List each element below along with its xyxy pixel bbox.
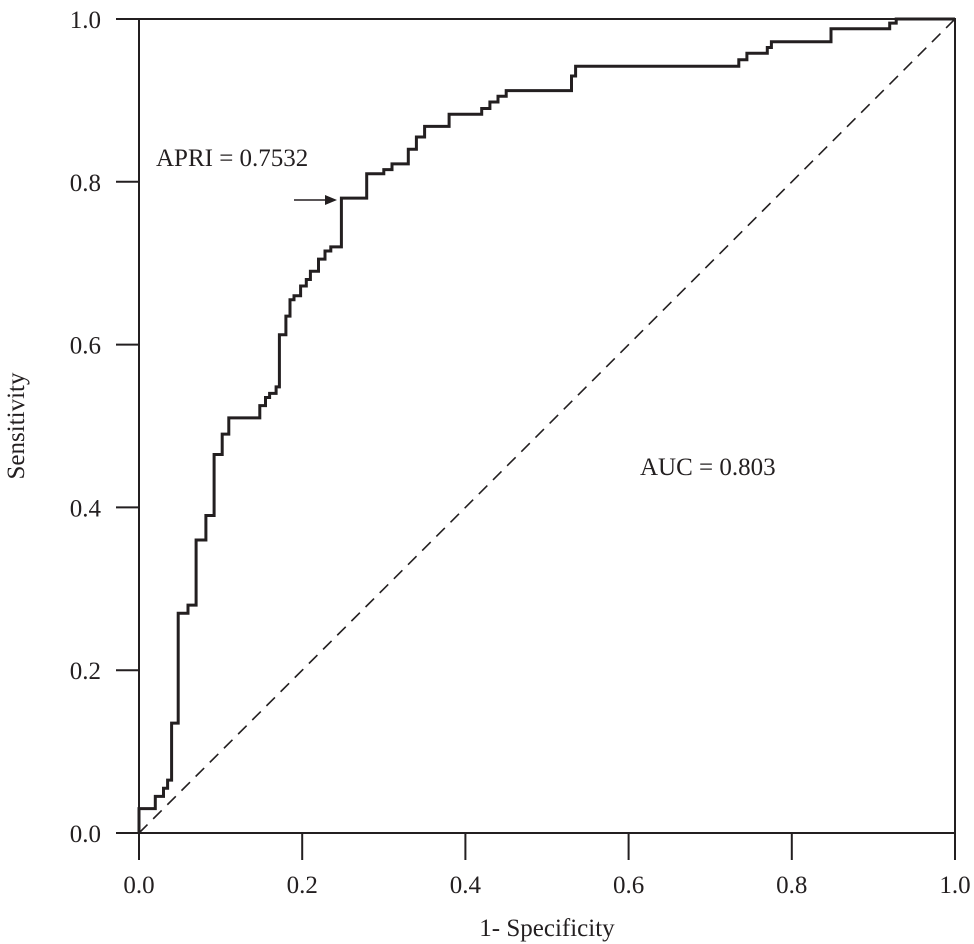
x-tick-label: 0.6: [613, 872, 644, 899]
cutoff-annotation: APRI = 0.7532: [156, 145, 308, 172]
plot-frame: [138, 18, 956, 834]
y-axis: 0.0 0.2 0.4 0.6 0.8 1.0: [70, 7, 139, 848]
reference-diagonal-line: [138, 18, 956, 834]
x-axis-title: 1- Specificity: [479, 915, 615, 942]
x-tick-label: 0.4: [450, 872, 482, 899]
x-tick-label: 1.0: [939, 872, 970, 899]
x-tick-label: 0.8: [776, 872, 807, 899]
auc-annotation: AUC = 0.803: [640, 454, 776, 481]
y-tick-label: 0.0: [70, 821, 101, 848]
x-axis: 0.0 0.2 0.4 0.6 0.8 1.0: [123, 833, 971, 899]
y-tick-label: 0.4: [70, 495, 102, 522]
y-tick-label: 0.8: [70, 170, 101, 197]
y-tick-label: 1.0: [70, 7, 101, 34]
x-tick-label: 0.0: [123, 872, 154, 899]
x-tick-label: 0.2: [287, 872, 318, 899]
y-tick-label: 0.6: [70, 333, 101, 360]
y-axis-title: Sensitivity: [3, 372, 30, 479]
roc-curve: [137, 17, 955, 833]
cutoff-arrow-icon: [294, 195, 337, 205]
y-tick-label: 0.2: [70, 658, 101, 685]
